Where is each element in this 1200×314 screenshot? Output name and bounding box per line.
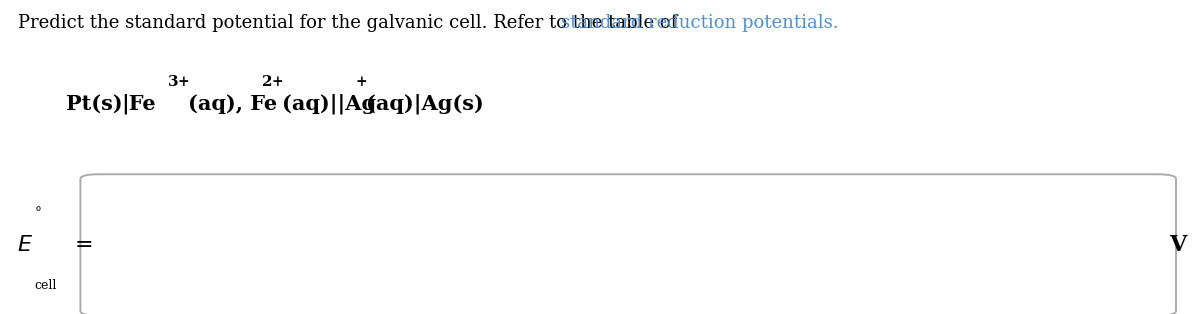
Text: cell: cell bbox=[35, 279, 58, 292]
Text: 2: 2 bbox=[262, 75, 272, 89]
Text: V: V bbox=[1169, 234, 1186, 256]
Text: (aq)||Ag: (aq)||Ag bbox=[282, 93, 376, 114]
Text: °: ° bbox=[35, 207, 42, 220]
Text: $\mathit{E}$: $\mathit{E}$ bbox=[17, 234, 32, 256]
Text: (aq), Fe: (aq), Fe bbox=[188, 94, 277, 114]
Text: |Fe: |Fe bbox=[121, 93, 156, 114]
FancyBboxPatch shape bbox=[80, 174, 1176, 314]
Text: 3: 3 bbox=[168, 75, 179, 89]
Text: Pt(s): Pt(s) bbox=[66, 94, 122, 114]
Text: (aq)|Ag(s): (aq)|Ag(s) bbox=[366, 93, 484, 114]
Text: +: + bbox=[355, 75, 367, 89]
Text: standard reduction potentials.: standard reduction potentials. bbox=[560, 14, 839, 32]
Text: Predict the standard potential for the galvanic cell. Refer to the table of: Predict the standard potential for the g… bbox=[18, 14, 683, 32]
Text: +: + bbox=[271, 75, 283, 89]
Text: =: = bbox=[74, 234, 94, 256]
Text: +: + bbox=[178, 75, 190, 89]
